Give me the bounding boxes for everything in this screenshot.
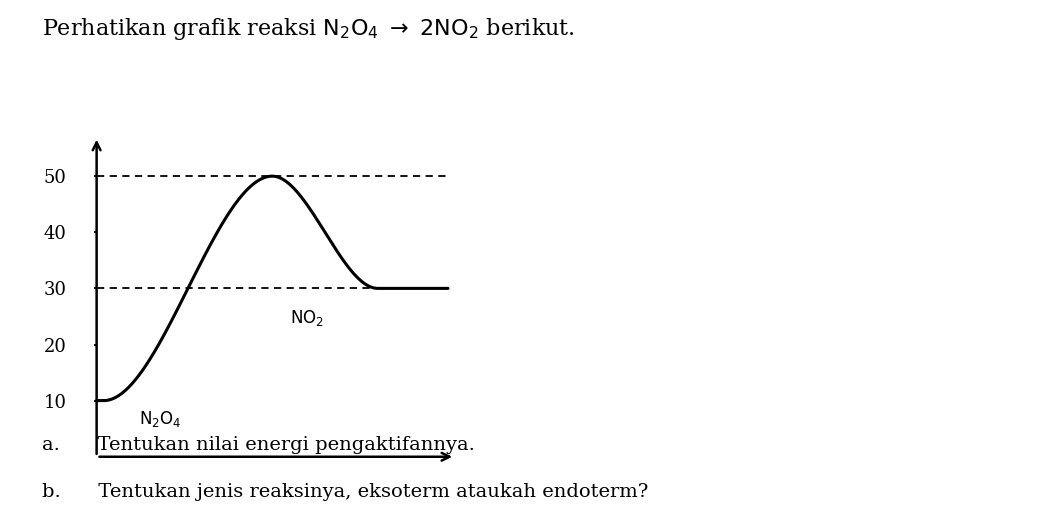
Text: $\mathrm{NO_2}$: $\mathrm{NO_2}$ [290, 308, 324, 328]
Text: $\mathrm{N_2O_4}$: $\mathrm{N_2O_4}$ [139, 409, 181, 429]
Text: a.      Tentukan nilai energi pengaktifannya.: a. Tentukan nilai energi pengaktifannya. [42, 436, 475, 454]
Text: Perhatikan grafik reaksi $\mathrm{N_2O_4}$ $\rightarrow$ $\mathrm{2NO_2}$ beriku: Perhatikan grafik reaksi $\mathrm{N_2O_4… [42, 16, 575, 42]
Text: b.      Tentukan jenis reaksinya, eksoterm ataukah endoterm?: b. Tentukan jenis reaksinya, eksoterm at… [42, 483, 648, 501]
